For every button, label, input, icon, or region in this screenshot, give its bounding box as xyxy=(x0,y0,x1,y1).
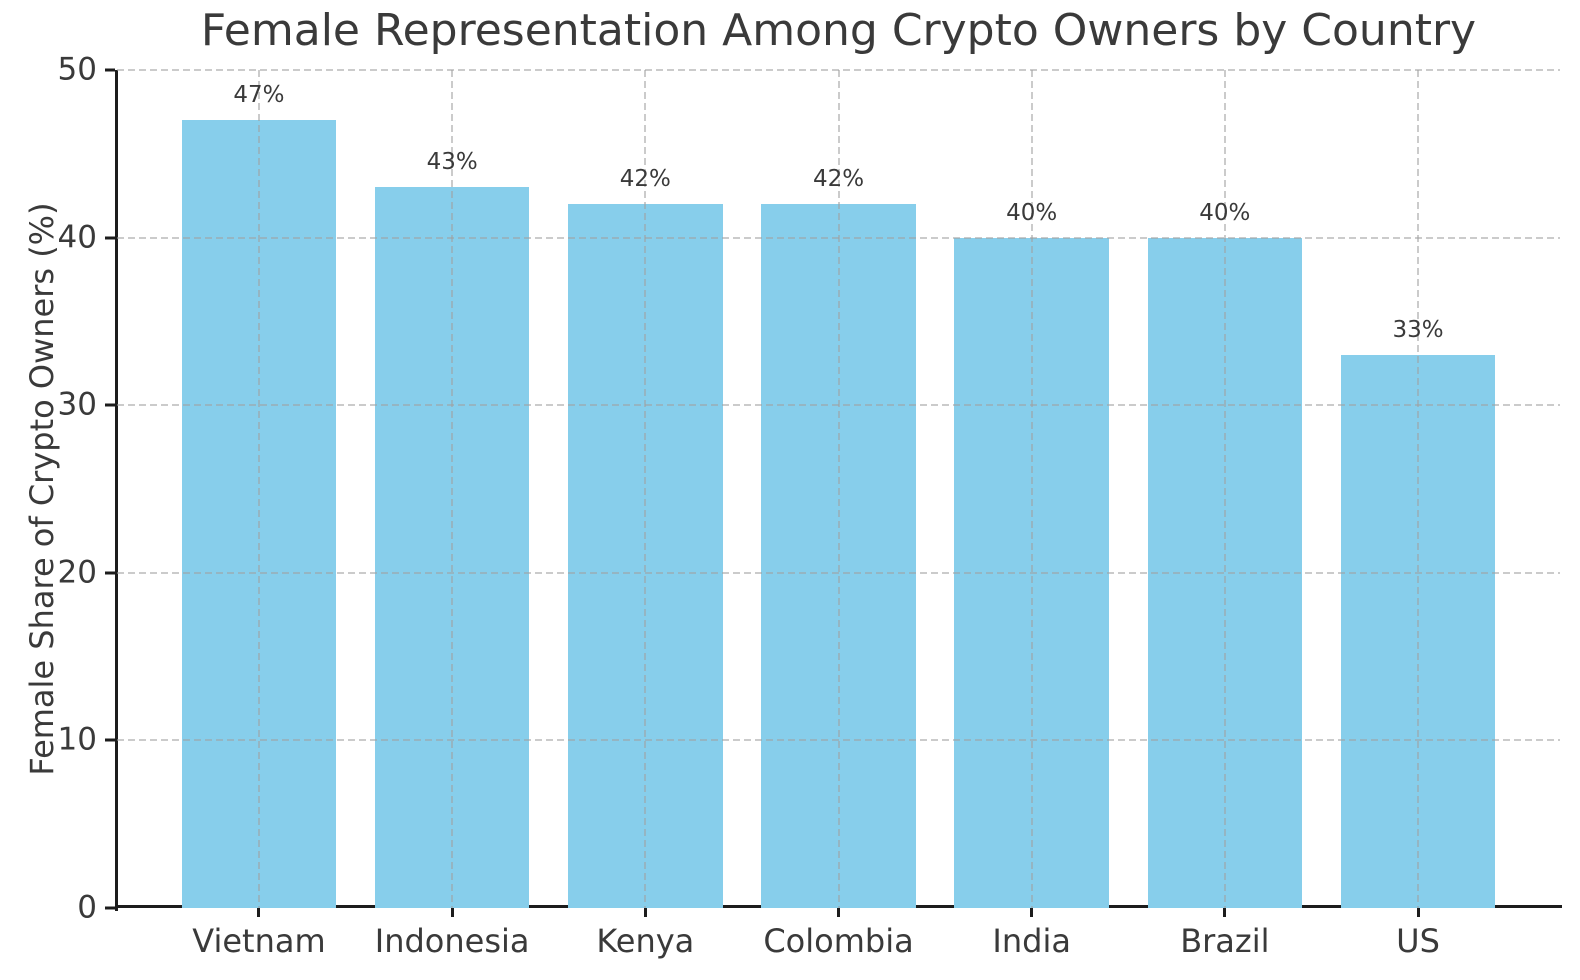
x-tick-label: US xyxy=(1396,922,1440,960)
bar-value-label: 42% xyxy=(619,166,671,193)
y-tick-label: 40 xyxy=(57,219,97,256)
bar-value-label: 40% xyxy=(1006,199,1058,226)
y-tick-label: 0 xyxy=(77,889,97,926)
bar xyxy=(954,237,1109,908)
y-tick-mark xyxy=(105,571,115,575)
x-tick-label: Vietnam xyxy=(192,922,326,960)
y-gridline xyxy=(117,69,1560,71)
x-tick-mark xyxy=(837,908,840,917)
bar-value-label: 40% xyxy=(1199,199,1251,226)
bar xyxy=(181,120,337,908)
x-tick-label: India xyxy=(992,922,1071,960)
bar xyxy=(761,204,916,908)
y-axis-label: Female Share of Crypto Owners (%) xyxy=(23,202,61,776)
x-tick-mark xyxy=(1223,908,1227,917)
bar-value-label: 47% xyxy=(233,82,285,109)
bar-value-label: 42% xyxy=(812,166,865,193)
bar-value-label: 43% xyxy=(426,149,478,176)
plot-area: 47% 43% 42% 42% 40% 40% 33% xyxy=(117,69,1560,908)
x-tick-mark xyxy=(1416,908,1420,917)
y-tick-label: 30 xyxy=(57,386,97,423)
y-axis-spine xyxy=(115,70,118,911)
y-tick-mark xyxy=(105,68,115,72)
bar xyxy=(1340,354,1496,908)
chart-title: Female Representation Among Crypto Owner… xyxy=(200,5,1477,56)
bar xyxy=(1147,237,1303,908)
y-tick-mark xyxy=(105,906,115,910)
y-tick-mark xyxy=(105,403,115,407)
y-tick-mark xyxy=(105,738,115,742)
x-tick-mark xyxy=(257,908,261,917)
x-tick-label: Indonesia xyxy=(374,922,530,960)
x-tick-label: Colombia xyxy=(763,922,914,960)
bar-value-label: 33% xyxy=(1392,316,1444,343)
x-tick-mark xyxy=(450,908,454,917)
bar xyxy=(568,204,723,908)
bar xyxy=(374,187,530,908)
x-tick-label: Kenya xyxy=(596,922,695,960)
y-tick-label: 10 xyxy=(57,721,97,758)
y-tick-mark xyxy=(105,236,115,240)
y-tick-label: 50 xyxy=(57,51,97,88)
x-tick-mark xyxy=(643,908,647,917)
x-tick-label: Brazil xyxy=(1180,922,1270,960)
x-tick-mark xyxy=(1030,908,1034,917)
y-tick-label: 20 xyxy=(57,554,97,591)
